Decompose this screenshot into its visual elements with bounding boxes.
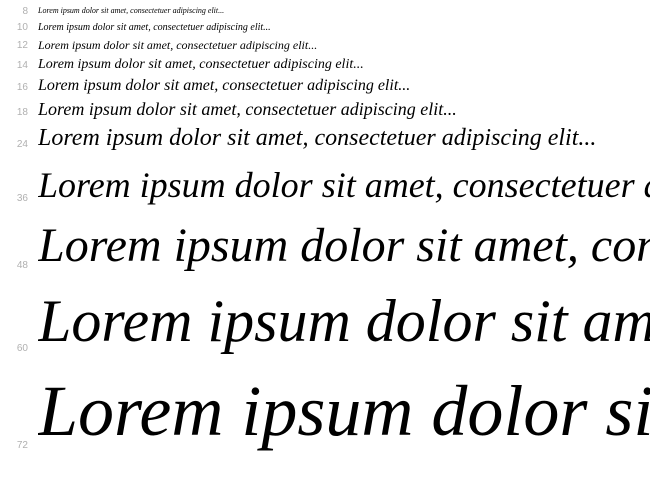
- sample-text: Lorem ipsum dolor sit amet, consectetuer…: [38, 38, 317, 53]
- sample-text: Lorem ipsum dolor sit amet, consectetuer…: [38, 77, 410, 95]
- size-label: 14: [10, 60, 28, 73]
- waterfall-row: 16 Lorem ipsum dolor sit amet, consectetu…: [10, 77, 650, 95]
- waterfall-row: 10 Lorem ipsum dolor sit amet, consectetu…: [10, 22, 650, 35]
- waterfall-row: 72 Lorem ipsum dolor sit amet, consectetu…: [10, 370, 650, 453]
- waterfall-row: 18 Lorem ipsum dolor sit amet, consectetu…: [10, 99, 650, 120]
- waterfall-row: 48 Lorem ipsum dolor sit amet, consectetu…: [10, 218, 650, 273]
- waterfall-row: 8 Lorem ipsum dolor sit amet, consectetue…: [10, 6, 650, 19]
- size-label: 10: [10, 22, 28, 35]
- size-label: 18: [10, 107, 28, 120]
- size-label: 72: [10, 440, 28, 453]
- size-label: 48: [10, 260, 28, 273]
- size-label: 12: [10, 40, 28, 53]
- waterfall-row: 12 Lorem ipsum dolor sit amet, consectetu…: [10, 38, 650, 53]
- sample-text: Lorem ipsum dolor sit amet, consectetuer…: [38, 57, 364, 73]
- sample-text: Lorem ipsum dolor sit amet, consectetuer…: [38, 370, 650, 453]
- waterfall-row: 24 Lorem ipsum dolor sit amet, consectetu…: [10, 125, 650, 152]
- sample-text: Lorem ipsum dolor sit amet, consectetuer…: [38, 99, 457, 120]
- sample-text: Lorem ipsum dolor sit amet, consectetuer…: [38, 164, 650, 206]
- sample-text: Lorem ipsum dolor sit amet, consectetuer…: [38, 287, 650, 356]
- size-label: 24: [10, 139, 28, 152]
- size-label: 36: [10, 193, 28, 206]
- waterfall-row: 36 Lorem ipsum dolor sit amet, consectetu…: [10, 164, 650, 206]
- sample-text: Lorem ipsum dolor sit amet, consectetuer…: [38, 6, 224, 15]
- font-waterfall: 8 Lorem ipsum dolor sit amet, consectetue…: [0, 0, 650, 453]
- size-label: 60: [10, 343, 28, 356]
- sample-text: Lorem ipsum dolor sit amet, consectetuer…: [38, 22, 271, 33]
- sample-text: Lorem ipsum dolor sit amet, consectetuer…: [38, 125, 596, 152]
- waterfall-row: 60 Lorem ipsum dolor sit amet, consectetu…: [10, 287, 650, 356]
- sample-text: Lorem ipsum dolor sit amet, consectetuer…: [38, 218, 650, 273]
- waterfall-row: 14 Lorem ipsum dolor sit amet, consectetu…: [10, 57, 650, 73]
- size-label: 8: [10, 6, 28, 19]
- size-label: 16: [10, 82, 28, 95]
